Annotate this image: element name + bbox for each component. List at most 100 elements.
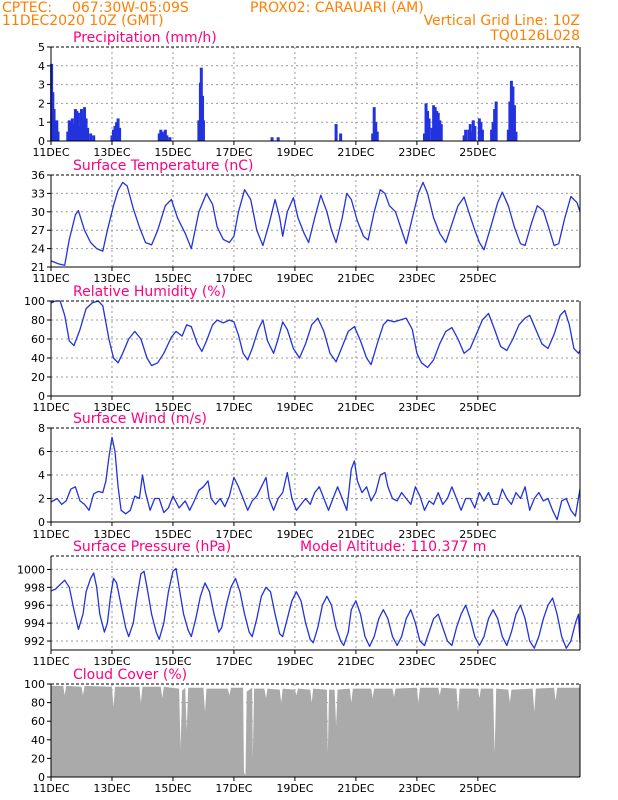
temperature-ytick-label: 24 <box>31 243 45 256</box>
cloud-cover-xtick-label: 21DEC <box>337 782 374 795</box>
precipitation-bar <box>491 122 495 141</box>
precipitation-bar <box>512 105 516 141</box>
precipitation-bar <box>490 129 494 141</box>
temperature-ytick-label: 27 <box>31 224 45 237</box>
cloud-cover-xtick-label: 13DEC <box>93 782 130 795</box>
temperature-xtick-label: 11DEC <box>32 272 69 285</box>
cloud-cover-ytick-label: 100 <box>24 678 45 691</box>
precipitation-bar <box>471 120 475 141</box>
precipitation-xtick-label: 21DEC <box>337 146 374 159</box>
precipitation-bar <box>494 101 498 141</box>
cloud-cover-xtick-label: 15DEC <box>154 782 191 795</box>
temperature-ytick-label: 36 <box>31 169 45 182</box>
pressure-ytick-label: 998 <box>24 581 45 594</box>
precipitation-ytick-label: 2 <box>38 97 45 110</box>
cloud-cover-ytick-label: 60 <box>31 715 45 728</box>
pressure-annotation: Model Altitude: 110.377 m <box>300 539 486 555</box>
humidity-xtick-label: 13DEC <box>93 401 130 414</box>
precipitation-bar <box>66 131 70 141</box>
cloud-cover-ytick-label: 20 <box>31 752 45 765</box>
precipitation-bar <box>115 122 119 141</box>
precipitation-ytick-label: 1 <box>38 116 45 129</box>
humidity-xtick-label: 25DEC <box>459 401 496 414</box>
precipitation-xtick-label: 11DEC <box>32 146 69 159</box>
wind-xtick-label: 17DEC <box>215 528 252 541</box>
precipitation-bar <box>168 137 172 141</box>
humidity-ytick-label: 20 <box>31 371 45 384</box>
precipitation-bar <box>276 137 280 141</box>
precipitation-bar <box>371 133 375 141</box>
temperature-xtick-label: 21DEC <box>337 272 374 285</box>
precipitation-ytick-label: 5 <box>38 41 45 54</box>
temperature-ytick-label: 21 <box>31 261 45 274</box>
precipitation-bar <box>467 129 471 141</box>
wind-xtick-label: 25DEC <box>459 528 496 541</box>
precipitation-xtick-label: 13DEC <box>93 146 130 159</box>
precipitation-bar <box>372 107 376 141</box>
humidity-ytick-label: 80 <box>31 314 45 327</box>
temperature-xtick-label: 19DEC <box>276 272 313 285</box>
wind-ytick-label: 0 <box>38 516 45 529</box>
wind-line <box>50 436 581 521</box>
pressure-xtick-label: 19DEC <box>276 655 313 668</box>
humidity-xtick-label: 15DEC <box>154 401 191 414</box>
precipitation-xtick-label: 23DEC <box>398 146 435 159</box>
temperature-ytick-label: 30 <box>31 206 45 219</box>
precipitation-bar <box>162 133 166 141</box>
cloud-cover-ytick-label: 80 <box>31 697 45 710</box>
precipitation-ytick-label: 3 <box>38 79 45 92</box>
header-run-time: 11DEC2020 10Z (GMT) <box>2 13 164 29</box>
humidity-xtick-label: 21DEC <box>337 401 374 414</box>
pressure-title: Surface Pressure (hPa) <box>73 539 231 555</box>
humidity-xtick-label: 23DEC <box>398 401 435 414</box>
precipitation-bar <box>52 109 56 141</box>
precipitation-bar <box>424 103 428 141</box>
precipitation-bar <box>509 80 513 141</box>
cloud-cover-panel: 0 20 40 60 80 100 11DEC 13DEC 15DEC 17DEC 19DEC 21D… <box>24 667 581 795</box>
precipitation-bar <box>72 124 76 141</box>
temperature-ytick-label: 33 <box>31 187 45 200</box>
wind-xtick-label: 19DEC <box>276 528 313 541</box>
precipitation-xtick-label: 25DEC <box>459 146 496 159</box>
temperature-panel: 21 24 27 30 33 36 11DEC 13DEC 15DEC 17DEC 19DEC 21D… <box>31 158 581 285</box>
panels: 0 1 2 3 4 5 11DEC 13DEC 15DEC 17DEC 19DEC 21DEC 23DE… <box>17 30 581 795</box>
precipitation-bar <box>89 133 93 141</box>
precipitation-bar <box>86 127 90 141</box>
header: CPTEC: 067:30W-05:09S PROX02: CARAUARI (… <box>2 0 580 44</box>
precipitation-bar <box>165 135 169 141</box>
precipitation-bar <box>56 131 60 141</box>
pressure-xtick-label: 17DEC <box>215 655 252 668</box>
precipitation-bar <box>493 109 497 141</box>
precipitation-bar <box>480 129 484 141</box>
precipitation-title: Precipitation (mm/h) <box>73 30 217 46</box>
precipitation-panel: 0 1 2 3 4 5 11DEC 13DEC 15DEC 17DEC 19DEC 21DEC 23DE… <box>32 30 581 159</box>
pressure-ytick-label: 994 <box>24 617 45 630</box>
wind-xtick-label: 13DEC <box>93 528 130 541</box>
wind-xtick-label: 21DEC <box>337 528 374 541</box>
precipitation-bar <box>70 118 74 141</box>
precipitation-bar <box>433 107 437 141</box>
temperature-xtick-label: 25DEC <box>459 272 496 285</box>
precipitation-bar <box>75 110 79 141</box>
precipitation-bar <box>435 110 439 141</box>
precipitation-bar <box>511 86 515 141</box>
precipitation-bar <box>84 118 88 141</box>
precipitation-bar <box>76 112 80 141</box>
precipitation-bar <box>508 101 512 141</box>
precipitation-bar <box>506 129 510 141</box>
precipitation-bar <box>470 131 474 141</box>
pressure-xtick-label: 21DEC <box>337 655 374 668</box>
precipitation-bar <box>201 95 205 141</box>
temperature-xtick-label: 23DEC <box>398 272 435 285</box>
precipitation-bar <box>423 133 427 141</box>
pressure-panel: 992 994 996 998 1000 11DEC 13DEC 15DEC 17DEC 19DE… <box>17 539 581 668</box>
wind-ytick-label: 8 <box>38 422 45 435</box>
precipitation-bar <box>159 129 163 141</box>
precipitation-bar <box>438 120 442 141</box>
header-station: PROX02: CARAUARI (AM) <box>250 0 424 16</box>
humidity-xtick-label: 19DEC <box>276 401 313 414</box>
precipitation-bar <box>157 133 161 141</box>
pressure-ytick-label: 992 <box>24 635 45 648</box>
humidity-ytick-label: 40 <box>31 352 45 365</box>
humidity-panel: 0 20 40 60 80 100 11DEC 13DEC 15DEC 17DEC 19DEC 21D… <box>24 284 581 414</box>
